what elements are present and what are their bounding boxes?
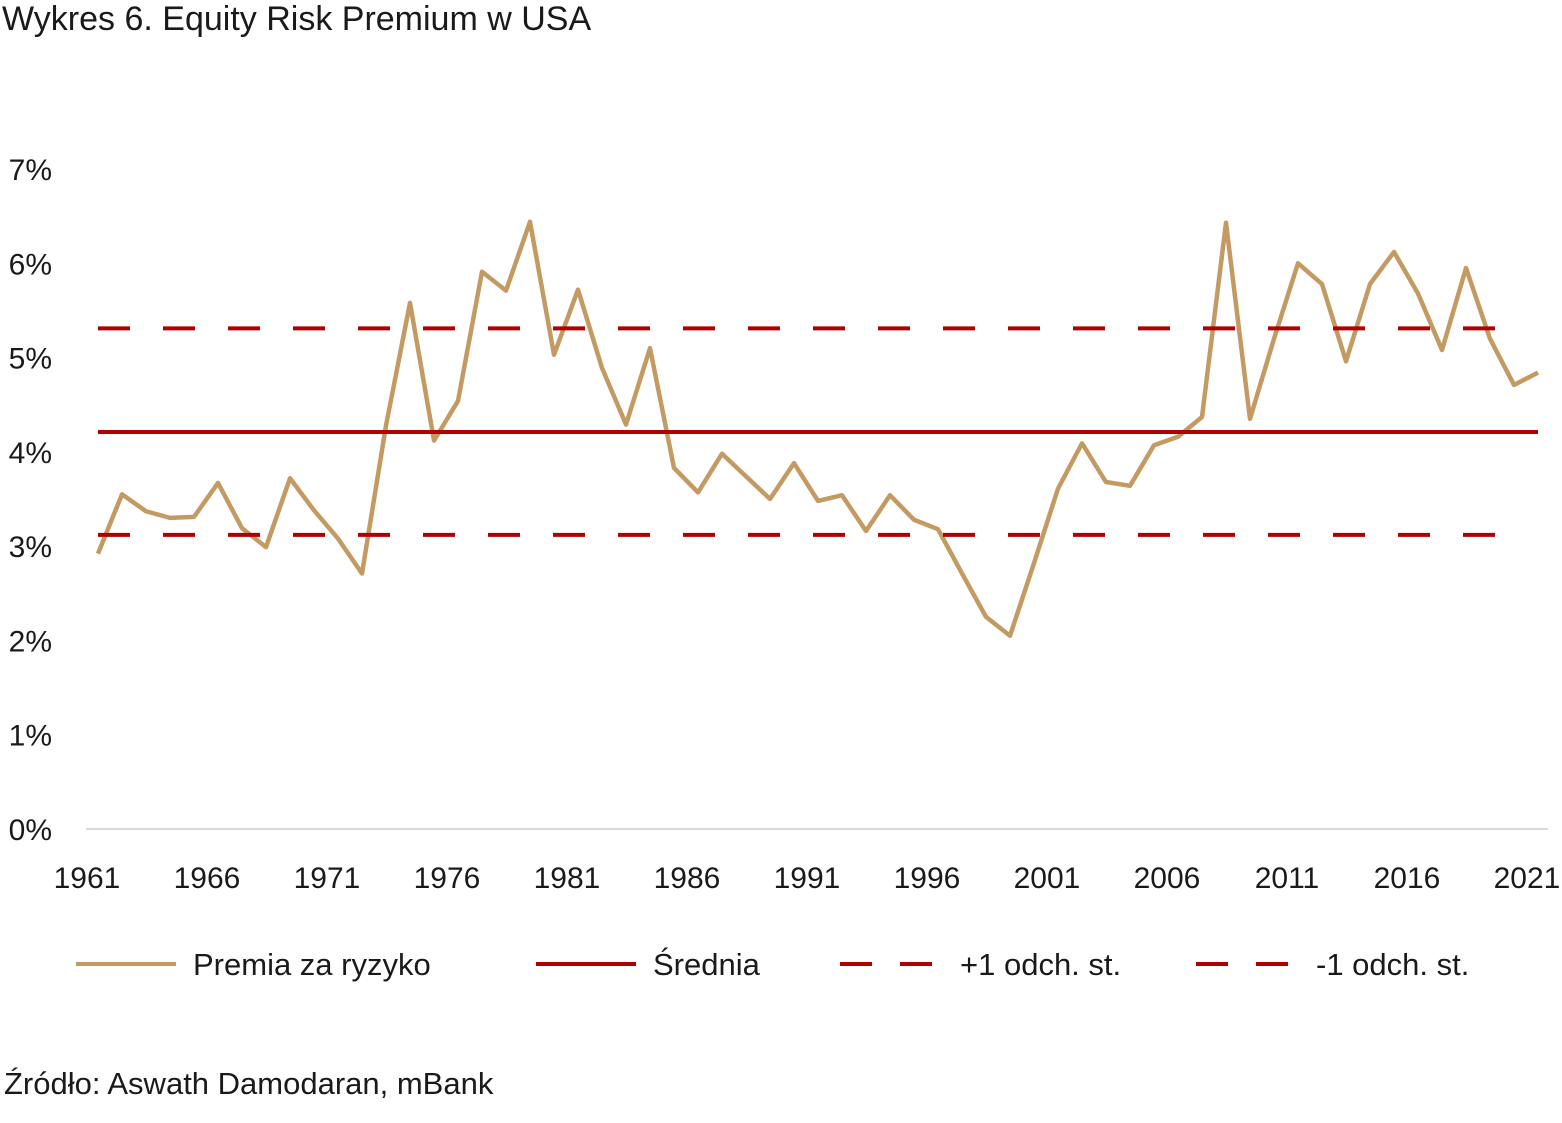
x-tick-label: 1986 <box>654 862 721 895</box>
y-tick-label: 3% <box>9 531 52 564</box>
x-tick-label: 1966 <box>174 862 241 895</box>
x-tick-label: 2011 <box>1255 862 1320 895</box>
y-tick-label: 0% <box>9 814 52 847</box>
x-tick-label: 1991 <box>774 862 841 895</box>
x-tick-label: 2006 <box>1134 862 1201 895</box>
y-tick-label: 5% <box>9 343 52 376</box>
legend-label: -1 odch. st. <box>1316 947 1469 982</box>
x-tick-label: 2021 <box>1494 862 1561 895</box>
legend-label: +1 odch. st. <box>960 947 1121 982</box>
y-tick-label: 6% <box>9 248 52 281</box>
x-tick-label: 1971 <box>294 862 361 895</box>
source-note: Źródło: Aswath Damodaran, mBank <box>4 1066 494 1101</box>
chart-title: Wykres 6. Equity Risk Premium w USA <box>2 0 592 38</box>
x-tick-label: 1976 <box>414 862 481 895</box>
x-tick-label: 1961 <box>54 862 121 895</box>
y-tick-label: 1% <box>9 720 52 753</box>
series-line-0 <box>95 219 1540 638</box>
legend-label: Średnia <box>653 946 761 982</box>
x-tick-label: 1981 <box>534 862 601 895</box>
y-tick-label: 2% <box>9 625 52 658</box>
x-tick-label: 2001 <box>1014 862 1081 895</box>
x-tick-label: 2016 <box>1374 862 1441 895</box>
legend-label: Premia za ryzyko <box>193 947 431 982</box>
y-tick-label: 4% <box>9 437 52 470</box>
x-tick-label: 1996 <box>894 862 961 895</box>
y-tick-label: 7% <box>9 154 52 187</box>
